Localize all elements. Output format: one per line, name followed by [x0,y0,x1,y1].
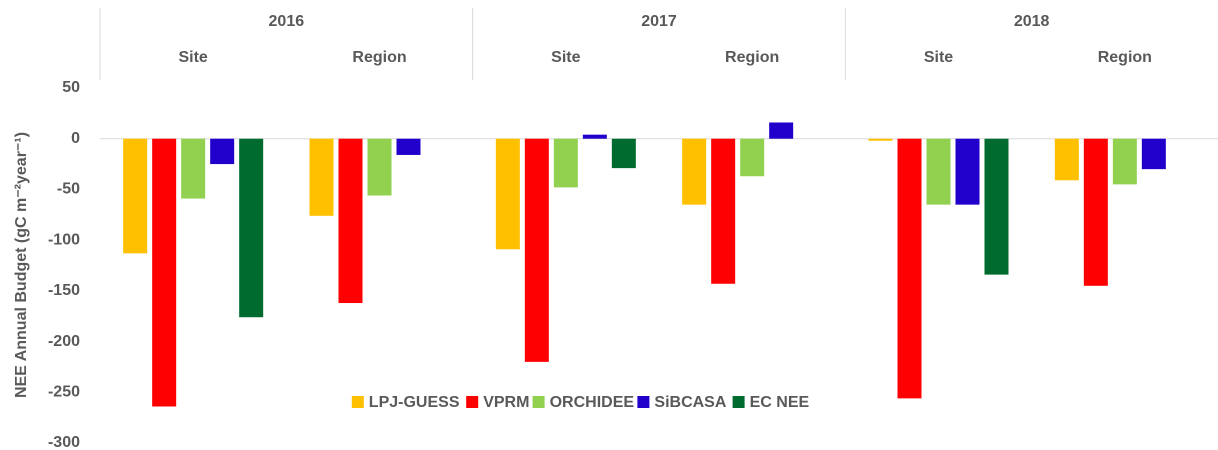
group-label: 2018 [1014,13,1050,30]
legend-label: ORCHIDEE [550,394,635,411]
bar [955,138,980,205]
bar [309,138,334,216]
group-label: 2016 [269,13,305,30]
x-tick-label: Site [551,49,580,66]
bar [181,138,206,199]
bar [524,138,549,362]
legend-swatch [351,396,364,408]
y-tick-label: 50 [62,79,80,96]
bar [1141,138,1166,170]
bar [984,138,1009,275]
bar [611,138,636,169]
bar [582,134,607,139]
x-tick-label: Site [178,49,207,66]
bar [769,122,794,139]
bar [1083,138,1108,286]
bar [338,138,363,304]
bar [123,138,148,254]
y-tick-label: 0 [71,130,80,147]
bar [367,138,392,196]
bar [239,138,264,318]
y-tick-label: -100 [48,231,80,248]
bar [897,138,922,399]
legend-swatch [532,396,545,408]
legend-swatch [732,396,745,408]
legend-label: LPJ-GUESS [369,394,460,411]
bar [682,138,707,205]
y-tick-label: -250 [48,384,80,401]
group-label: 2017 [641,13,677,30]
bar [495,138,520,250]
bar [740,138,765,177]
bar [711,138,736,284]
x-tick-label: Region [1098,49,1152,66]
legend-label: EC NEE [750,394,810,411]
y-tick-label: -50 [57,181,80,198]
x-tick-label: Region [352,49,406,66]
y-tick-label: -200 [48,333,80,350]
bar [868,138,893,141]
legend-swatch [466,396,479,408]
bar [553,138,578,188]
y-axis-label: NEE Annual Budget (gC m⁻²year⁻¹) [13,132,30,398]
x-tick-label: Site [924,49,953,66]
x-tick-label: Region [725,49,779,66]
legend-label: SiBCASA [654,394,726,411]
bar [152,138,177,407]
legend-label: VPRM [483,394,529,411]
bar [210,138,235,165]
y-tick-label: -300 [48,434,80,450]
y-tick-label: -150 [48,282,80,299]
bar [1054,138,1079,181]
bar [926,138,951,205]
bar [396,138,421,155]
bar [1112,138,1137,185]
legend-swatch [637,396,650,408]
